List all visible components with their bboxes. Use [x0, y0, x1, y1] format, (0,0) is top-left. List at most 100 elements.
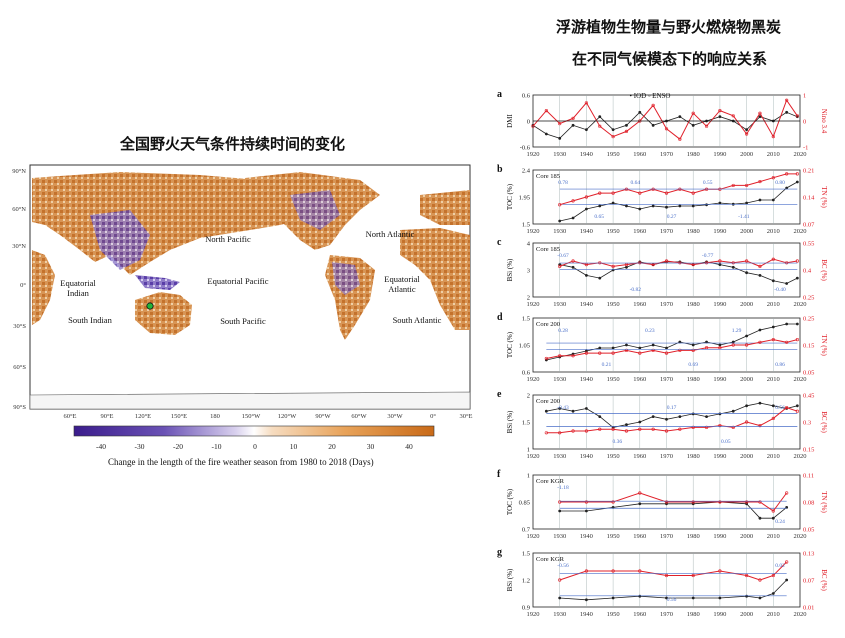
colorbar-tick: 10 [290, 442, 298, 451]
point-TOC [611, 346, 615, 350]
point-TOC [585, 207, 588, 211]
point-TOC [795, 180, 799, 184]
point-TOC [785, 186, 789, 190]
x-tick-label: 1950 [607, 228, 620, 235]
point-BC [795, 259, 799, 263]
core-label: Core 200 [536, 398, 560, 405]
point-BSi [558, 596, 562, 600]
y-tick-label-right: 0.11 [803, 473, 814, 480]
point-BC [691, 573, 695, 578]
panel-letter: e [497, 389, 502, 400]
site-marker [146, 302, 154, 310]
colorbar-tick: 30 [367, 442, 375, 451]
point-TN [795, 338, 799, 342]
y-tick-label: 1.5 [522, 222, 530, 229]
point-BSi [758, 596, 762, 600]
point-BC [558, 578, 562, 582]
shift-annotation: -0.82 [630, 287, 642, 293]
x-tick-label: 1940 [580, 376, 593, 383]
point-ENSO [584, 101, 589, 105]
x-tick-label: 1950 [607, 453, 620, 460]
point-ENSO [624, 129, 629, 133]
figure-title-line1: 浮游植物生物量与野火燃烧物黑炭 [556, 18, 782, 36]
point-TN [718, 500, 722, 504]
y-tick-label: 3 [527, 268, 530, 275]
point-IOD [598, 115, 602, 119]
point-BSi [585, 274, 588, 277]
x-tick-label: 1980 [687, 151, 700, 158]
y-axis-label: TOC (%) [506, 488, 514, 515]
panel-f: 1920 1930 1940 1950 1960 1970 1980 1990 2000 2010… [497, 469, 828, 540]
point-BSi [598, 276, 602, 280]
y-tick-label: 1.95 [519, 195, 530, 202]
y-tick-label-right: 0.25 [803, 316, 814, 323]
shift-annotation: 0.80 [775, 180, 785, 186]
point-ENSO [704, 124, 709, 128]
y-axis-label: BSi (%) [506, 568, 514, 591]
point-TN [611, 500, 615, 504]
point-TN [558, 203, 562, 207]
x-tick-label: 2010 [767, 453, 780, 460]
shift-annotation: 0.64 [631, 180, 641, 186]
point-TN [785, 172, 789, 176]
shift-annotation: -0.40 [774, 287, 786, 293]
point-BC [664, 573, 669, 578]
point-BC [758, 578, 762, 582]
lat-label: 60°N [12, 206, 26, 213]
point-TOC [598, 346, 602, 350]
y-tick-label-right: 0.05 [803, 527, 814, 534]
point-TN [571, 354, 575, 358]
point-BSi [691, 412, 695, 416]
x-tick-label: 2000 [740, 611, 753, 618]
lon-label: 180 [210, 413, 220, 420]
x-tick-label: 1970 [660, 611, 673, 618]
point-BC [624, 429, 629, 433]
point-BC [785, 406, 789, 410]
colorbar-tick: -30 [135, 442, 145, 451]
point-TOC [691, 343, 695, 347]
point-IOD [678, 115, 682, 119]
x-tick-label: 1990 [713, 453, 726, 460]
point-BSi [665, 417, 668, 421]
x-tick-label: 1980 [687, 301, 700, 308]
y-tick-label: 0 [527, 119, 530, 126]
y-tick-label-right: 0.07 [803, 578, 815, 585]
lon-label: 60°E [63, 413, 76, 420]
point-BSi [745, 594, 748, 598]
point-TN [544, 356, 548, 361]
point-TOC [795, 322, 799, 326]
x-tick-label: 1940 [580, 228, 593, 235]
point-IOD [625, 123, 628, 127]
point-BSi [771, 592, 775, 595]
panel-a: 1920 1930 1940 1950 1960 1970 1980 1990 2000 2010… [497, 89, 828, 158]
shift-annotation: 0.02 [775, 563, 785, 569]
core-label: Core KGR [536, 478, 565, 485]
y-tick-label: -0.6 [520, 145, 531, 152]
x-tick-label: 1960 [633, 151, 646, 158]
colorbar-label: Change in the length of the fire weather… [108, 457, 374, 467]
point-TN [771, 338, 775, 342]
point-BC [771, 257, 775, 261]
x-tick-label: 2020 [794, 151, 807, 158]
point-BSi [678, 415, 682, 418]
y-tick-label: 0.6 [522, 370, 531, 377]
point-ENSO [571, 116, 575, 120]
x-tick-label: 1970 [660, 151, 673, 158]
point-TN [558, 500, 562, 504]
point-ENSO [691, 111, 695, 115]
point-BSi [691, 596, 695, 600]
point-BC [651, 427, 655, 431]
shift-annotation: -1.41 [738, 214, 750, 220]
x-tick-label: 2000 [740, 376, 753, 383]
x-tick-label: 1930 [553, 611, 566, 618]
point-BC [598, 427, 602, 431]
y-axis-label-right: TN (%) [820, 186, 828, 208]
point-ENSO [795, 114, 799, 118]
point-BSi [638, 420, 642, 424]
x-tick-label: 2020 [794, 301, 807, 308]
point-TN [638, 191, 642, 195]
x-tick-label: 1970 [660, 228, 673, 235]
lon-label: 30°W [387, 413, 403, 420]
shift-annotation: -0.56 [557, 563, 569, 569]
